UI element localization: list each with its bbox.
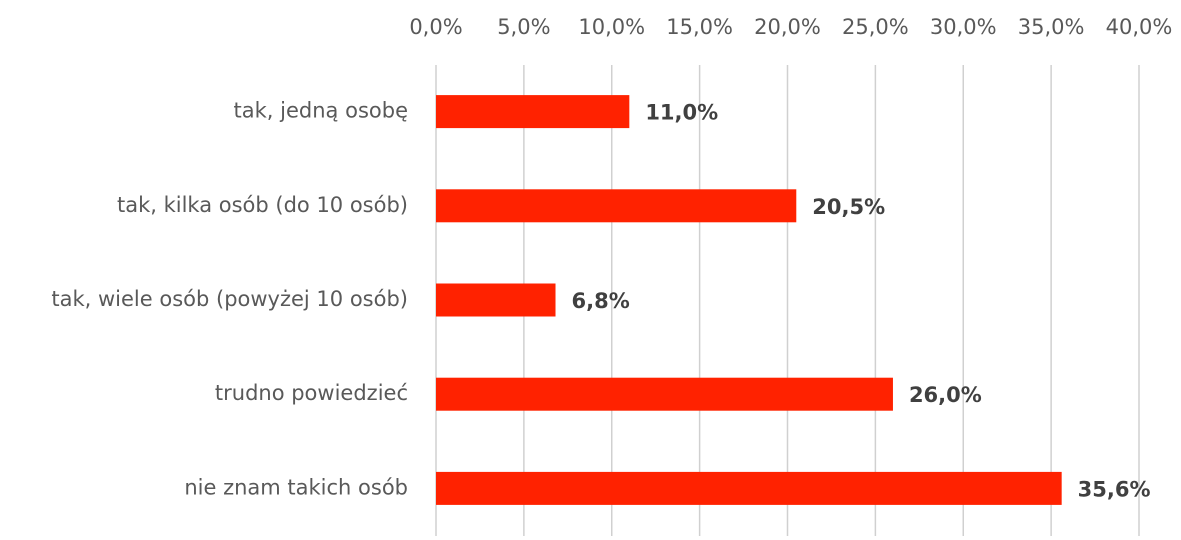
- x-tick-label: 30,0%: [930, 15, 997, 39]
- y-tick-label: nie znam takich osób: [184, 475, 408, 499]
- x-tick-label: 15,0%: [666, 15, 733, 39]
- x-tick-label: 20,0%: [754, 15, 821, 39]
- x-tick-label: 40,0%: [1106, 15, 1173, 39]
- data-label: 11,0%: [645, 101, 718, 125]
- y-tick-label: tak, jedną osobę: [234, 99, 408, 123]
- x-tick-label: 10,0%: [578, 15, 645, 39]
- bar: [436, 283, 556, 317]
- y-tick-label: tak, kilka osób (do 10 osób): [117, 193, 408, 217]
- data-label: 26,0%: [909, 383, 982, 407]
- y-tick-label: tak, wiele osób (powyżej 10 osób): [51, 287, 408, 311]
- bar: [436, 377, 893, 411]
- data-label: 35,6%: [1078, 477, 1151, 501]
- x-tick-label: 25,0%: [842, 15, 909, 39]
- bar: [436, 471, 1062, 505]
- y-tick-label: trudno powiedzieć: [215, 381, 408, 405]
- bar: [436, 189, 797, 223]
- x-tick-label: 35,0%: [1018, 15, 1085, 39]
- data-label: 20,5%: [812, 195, 885, 219]
- x-tick-label: 5,0%: [497, 15, 550, 39]
- bar: [436, 95, 630, 129]
- x-tick-label: 0,0%: [409, 15, 462, 39]
- data-label: 6,8%: [572, 289, 630, 313]
